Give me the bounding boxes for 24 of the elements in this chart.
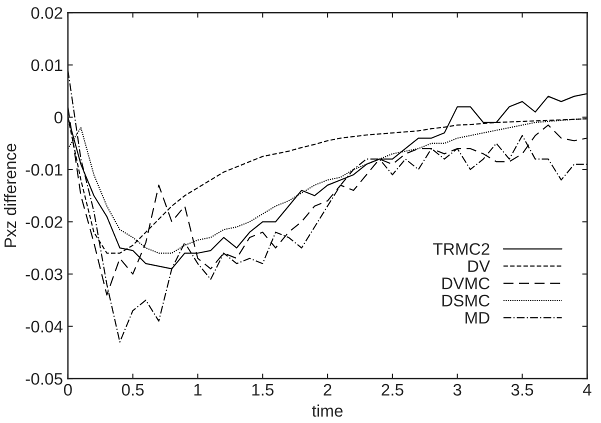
y-tick-label: -0.02: [26, 216, 62, 228]
x-tick-label: 0: [64, 384, 72, 396]
x-tick-label: 2.5: [382, 384, 404, 396]
y-tick-label: 0.01: [31, 59, 62, 72]
x-tick-label: 3: [453, 384, 462, 396]
y-tick-label: -0.04: [26, 320, 63, 333]
y-tick-label: -0.03: [26, 268, 62, 280]
legend-label: DV: [468, 260, 490, 272]
x-tick-label: 4: [582, 384, 592, 396]
y-tick-label: -0.01: [26, 164, 62, 176]
x-tick-label: 1: [194, 384, 202, 396]
x-tick-label: 1.5: [252, 384, 274, 396]
y-tick-label: 0: [54, 112, 62, 124]
legend-label: TRMC2: [433, 243, 490, 255]
y-tick-label: 0.02: [31, 7, 62, 19]
x-tick-label: 0.5: [122, 384, 144, 396]
legend-label: MD: [466, 312, 490, 324]
y-axis-title: Pxz difference: [4, 144, 16, 247]
x-tick-label: 3.5: [511, 384, 534, 396]
legend-label: DSMC: [442, 294, 490, 306]
x-tick-label: 2: [324, 384, 332, 396]
legend-label: DVMC: [442, 277, 490, 290]
x-axis-title: time: [312, 404, 343, 417]
y-tick-label: -0.05: [26, 372, 62, 385]
